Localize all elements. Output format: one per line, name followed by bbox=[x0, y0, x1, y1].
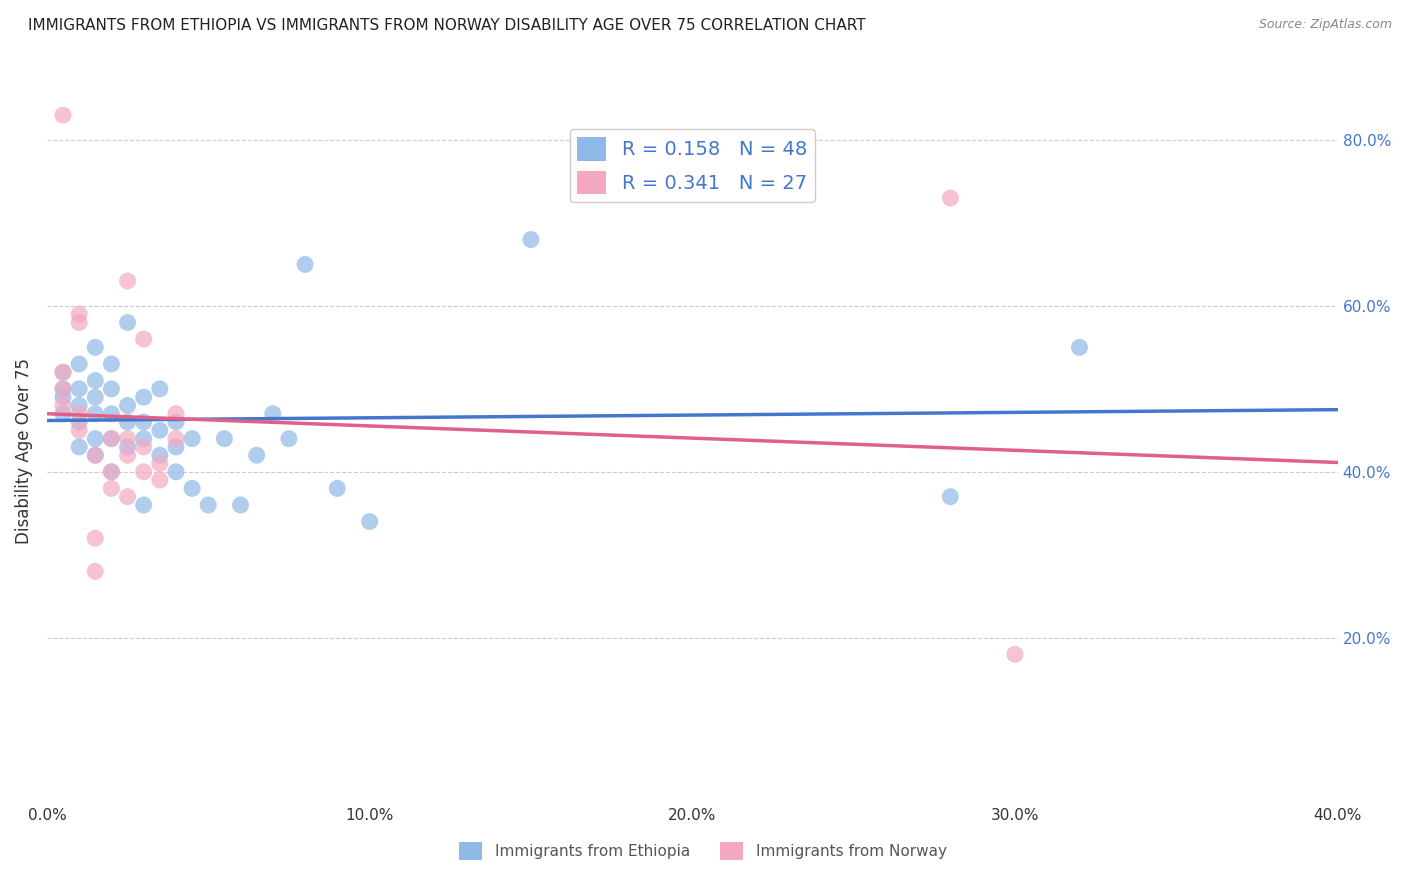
Point bbox=[67, 423, 90, 437]
Point bbox=[52, 108, 75, 122]
Point bbox=[84, 407, 107, 421]
Point bbox=[1004, 648, 1026, 662]
Point bbox=[132, 465, 155, 479]
Point bbox=[117, 316, 139, 330]
Point bbox=[84, 390, 107, 404]
Point bbox=[117, 415, 139, 429]
Point bbox=[165, 407, 187, 421]
Point bbox=[84, 448, 107, 462]
Point bbox=[100, 465, 122, 479]
Point bbox=[52, 382, 75, 396]
Point bbox=[117, 274, 139, 288]
Point bbox=[100, 382, 122, 396]
Point bbox=[520, 233, 543, 247]
Point bbox=[165, 415, 187, 429]
Point bbox=[84, 565, 107, 579]
Point bbox=[84, 432, 107, 446]
Point bbox=[100, 407, 122, 421]
Point bbox=[67, 407, 90, 421]
Point bbox=[294, 257, 316, 271]
Point bbox=[149, 473, 172, 487]
Point bbox=[132, 440, 155, 454]
Text: Source: ZipAtlas.com: Source: ZipAtlas.com bbox=[1258, 18, 1392, 31]
Point bbox=[84, 374, 107, 388]
Point bbox=[67, 382, 90, 396]
Point bbox=[149, 448, 172, 462]
Legend: R = 0.158   N = 48, R = 0.341   N = 27: R = 0.158 N = 48, R = 0.341 N = 27 bbox=[569, 129, 815, 202]
Point bbox=[52, 365, 75, 379]
Point bbox=[277, 432, 299, 446]
Point bbox=[52, 407, 75, 421]
Point bbox=[939, 490, 962, 504]
Point bbox=[326, 482, 349, 496]
Point bbox=[84, 448, 107, 462]
Point bbox=[132, 332, 155, 346]
Point bbox=[52, 365, 75, 379]
Point bbox=[132, 415, 155, 429]
Point bbox=[67, 307, 90, 321]
Legend: Immigrants from Ethiopia, Immigrants from Norway: Immigrants from Ethiopia, Immigrants fro… bbox=[453, 836, 953, 866]
Point bbox=[52, 382, 75, 396]
Point bbox=[100, 482, 122, 496]
Point bbox=[52, 390, 75, 404]
Point bbox=[181, 482, 204, 496]
Point bbox=[149, 382, 172, 396]
Point bbox=[100, 432, 122, 446]
Point bbox=[67, 440, 90, 454]
Y-axis label: Disability Age Over 75: Disability Age Over 75 bbox=[15, 358, 32, 544]
Point bbox=[52, 399, 75, 413]
Point bbox=[117, 399, 139, 413]
Point bbox=[165, 440, 187, 454]
Point bbox=[197, 498, 219, 512]
Text: IMMIGRANTS FROM ETHIOPIA VS IMMIGRANTS FROM NORWAY DISABILITY AGE OVER 75 CORREL: IMMIGRANTS FROM ETHIOPIA VS IMMIGRANTS F… bbox=[28, 18, 866, 33]
Point bbox=[132, 390, 155, 404]
Point bbox=[262, 407, 284, 421]
Point bbox=[246, 448, 269, 462]
Point bbox=[149, 457, 172, 471]
Point bbox=[67, 357, 90, 371]
Point bbox=[84, 531, 107, 545]
Point bbox=[117, 440, 139, 454]
Point bbox=[165, 465, 187, 479]
Point bbox=[229, 498, 252, 512]
Point bbox=[132, 498, 155, 512]
Point bbox=[117, 448, 139, 462]
Point bbox=[181, 432, 204, 446]
Point bbox=[117, 490, 139, 504]
Point bbox=[939, 191, 962, 205]
Point bbox=[67, 415, 90, 429]
Point bbox=[149, 423, 172, 437]
Point bbox=[100, 432, 122, 446]
Point bbox=[117, 432, 139, 446]
Point bbox=[84, 340, 107, 354]
Point bbox=[132, 432, 155, 446]
Point bbox=[1069, 340, 1091, 354]
Point bbox=[67, 399, 90, 413]
Point bbox=[100, 465, 122, 479]
Point bbox=[67, 316, 90, 330]
Point bbox=[214, 432, 236, 446]
Point bbox=[100, 357, 122, 371]
Point bbox=[165, 432, 187, 446]
Point bbox=[359, 515, 381, 529]
